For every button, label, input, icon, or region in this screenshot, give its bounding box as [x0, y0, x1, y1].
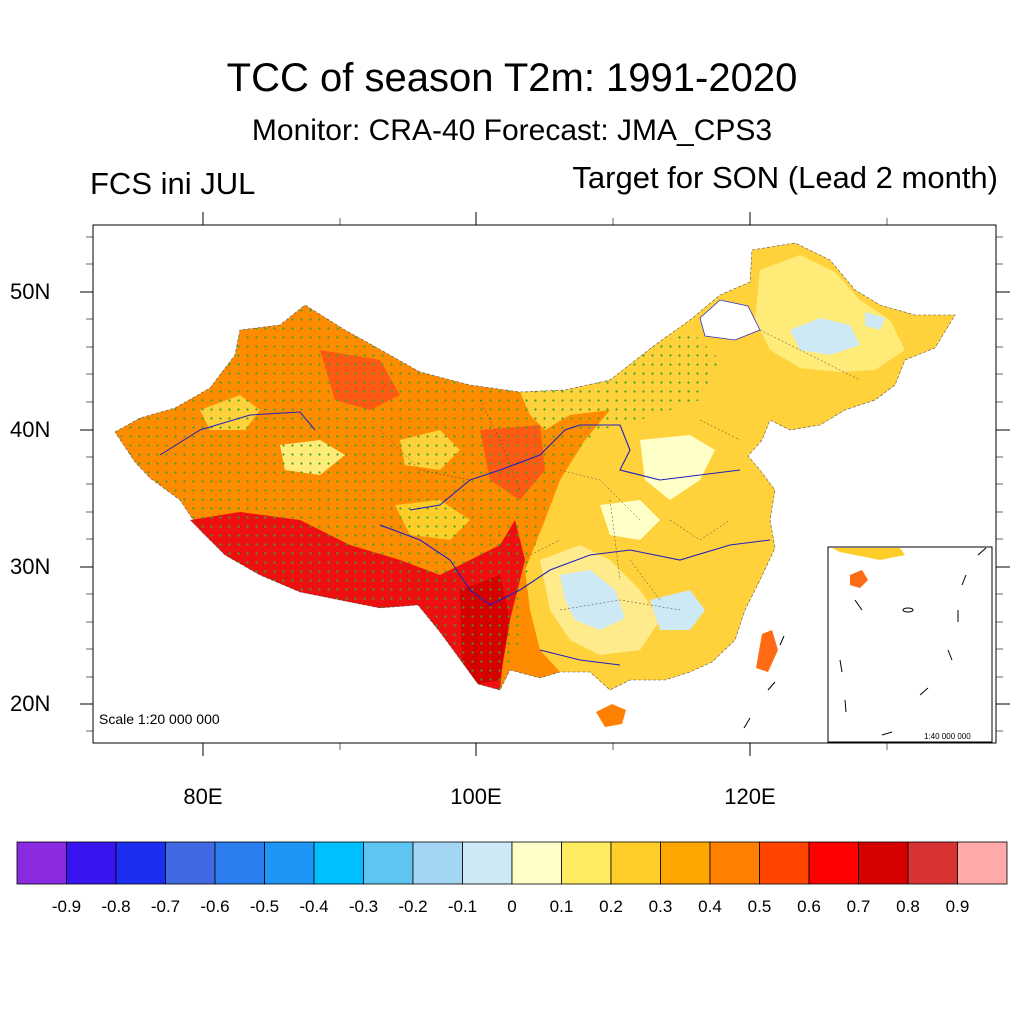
colorbar-swatch	[264, 841, 315, 885]
colorbar-swatch	[709, 841, 760, 885]
northeast-pale	[755, 255, 905, 372]
significance-stipple	[115, 305, 720, 690]
colorbar-swatch	[115, 841, 166, 885]
colorbar-swatch	[907, 841, 958, 885]
colorbar-tick-label: -0.7	[150, 897, 181, 916]
south-negative-2	[650, 590, 705, 630]
south-china-sea-inset	[827, 546, 993, 743]
colorbar-swatch	[313, 841, 364, 885]
yellow-river	[409, 424, 741, 511]
colorbar-swatch	[808, 841, 859, 885]
lon-label-80e: 80E	[183, 784, 223, 809]
pearl-river	[539, 649, 621, 666]
minor-ticks	[86, 218, 1003, 750]
colorbar-swatch	[561, 841, 612, 885]
init-label: FCS ini JUL	[90, 166, 256, 201]
colorbar-swatch	[363, 841, 414, 885]
colorbar-tick-label: -0.4	[299, 897, 329, 916]
coastline-bohai	[699, 299, 761, 341]
china-tcc-field	[114, 242, 956, 727]
colorbar-swatch	[412, 841, 463, 885]
northeast-negative	[790, 318, 860, 355]
hainan-island	[596, 704, 626, 727]
south-negative	[560, 570, 625, 630]
colorbar-swatch	[462, 841, 513, 885]
province-borders	[379, 329, 861, 611]
scale-label: Scale 1:20 000 000	[99, 711, 220, 727]
colorbar-swatch	[660, 841, 711, 885]
colorbar-tick-label: 0.9	[945, 897, 970, 916]
nine-dash-marks	[743, 635, 785, 729]
hunan-pale	[600, 500, 660, 540]
colorbar-swatch	[858, 841, 909, 885]
colorbar-swatch	[610, 841, 661, 885]
axis-ticks	[80, 212, 1010, 756]
colorbar-tick-label: 0.7	[846, 897, 871, 916]
lon-label-100e: 100E	[450, 784, 502, 809]
lat-label-40n: 40N	[10, 417, 51, 442]
chart-subtitle: Monitor: CRA-40 Forecast: JMA_CPS3	[251, 114, 773, 147]
colorbar-swatch	[214, 841, 265, 885]
inset-scale-label: 1:40 000 000	[924, 732, 971, 741]
northeast-negative-2	[865, 312, 885, 330]
colorbar-tick-label: -0.5	[249, 897, 280, 916]
chart-title: TCC of season T2m: 1991-2020	[226, 56, 798, 100]
target-label: Target for SON (Lead 2 month)	[572, 160, 998, 195]
taiwan-island	[756, 630, 778, 672]
colorbar-tick-label: -0.3	[348, 897, 379, 916]
colorbar-tick-label: 0.2	[599, 897, 623, 916]
colorbar-tick-label: -0.2	[398, 897, 428, 916]
colorbar-tick-label: 0.4	[698, 897, 722, 916]
east-central-pale	[640, 435, 715, 500]
colorbar-swatch	[66, 841, 117, 885]
colorbar-tick-label: 0.6	[797, 897, 821, 916]
colorbar-swatch	[759, 841, 810, 885]
colorbar-tick-label: -0.8	[101, 897, 131, 916]
colorbar-tick-label: 0.8	[896, 897, 920, 916]
colorbar-tick-label: -0.9	[51, 897, 82, 916]
colorbar-swatch	[16, 841, 67, 885]
yangtze-river	[379, 524, 771, 606]
lon-label-120e: 120E	[724, 784, 776, 809]
lat-label-30n: 30N	[10, 554, 51, 579]
colorbar-tick-label: 0.3	[648, 897, 673, 916]
colorbar-tick-label: 0	[507, 897, 517, 916]
colorbar-tick-label: -0.1	[447, 897, 478, 916]
colorbar-tick-label: 0.5	[747, 897, 772, 916]
lat-label-50n: 50N	[10, 279, 51, 304]
lat-label-20n: 20N	[10, 691, 51, 716]
colorbar-tick-label: -0.6	[200, 897, 230, 916]
tarim-river	[159, 411, 316, 456]
colorbar-swatch	[957, 841, 1008, 885]
colorbar-swatch	[165, 841, 216, 885]
china-border	[114, 242, 956, 691]
colorbar-tick-label: 0.1	[549, 897, 574, 916]
colorbar-swatch	[511, 841, 562, 885]
